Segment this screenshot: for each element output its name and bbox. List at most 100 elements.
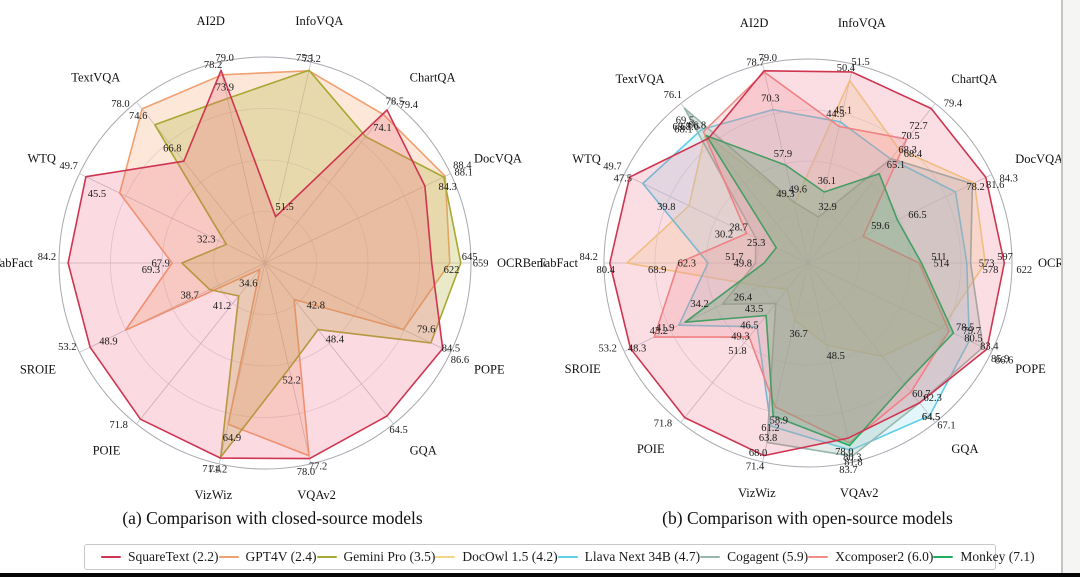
legend-line-swatch bbox=[218, 556, 239, 558]
axis-label-docvqa: DocVQA bbox=[474, 151, 522, 165]
value-label: 45.5 bbox=[88, 189, 106, 200]
value-label: 79.7 bbox=[963, 326, 981, 337]
value-label: 58.9 bbox=[770, 416, 788, 427]
axis-label-wtq: WTQ bbox=[572, 152, 600, 166]
axis-label-wtq: WTQ bbox=[28, 151, 56, 165]
axis-label-textvqa: TextVQA bbox=[71, 71, 120, 85]
value-label: 70.5 bbox=[901, 131, 919, 142]
value-label: 88.1 bbox=[454, 167, 472, 178]
legend-line-swatch bbox=[700, 556, 721, 558]
axis-label-ai2d: AI2D bbox=[196, 14, 224, 28]
value-label: 71.4 bbox=[202, 464, 221, 475]
axis-spoke bbox=[807, 103, 936, 264]
axis-label-vqav2: VQAv2 bbox=[840, 486, 879, 500]
value-label: 49.3 bbox=[776, 189, 794, 200]
axis-spoke bbox=[807, 262, 992, 352]
value-label: 38.7 bbox=[181, 290, 199, 301]
value-label: 48.3 bbox=[628, 344, 646, 355]
legend-line-swatch bbox=[933, 556, 954, 558]
value-label: 84.2 bbox=[38, 252, 56, 263]
value-label: 74.6 bbox=[129, 111, 147, 122]
value-label: 75.1 bbox=[296, 53, 314, 64]
legend-line-swatch bbox=[101, 556, 121, 558]
value-label: 52.2 bbox=[283, 376, 301, 387]
value-label: 78.5 bbox=[956, 323, 974, 334]
value-label: 49.3 bbox=[731, 332, 749, 343]
value-label: 44.5 bbox=[826, 109, 844, 120]
value-label: 61.2 bbox=[761, 423, 779, 434]
value-label: 66.8 bbox=[163, 143, 181, 154]
axis-label-chartqa: ChartQA bbox=[410, 71, 456, 85]
radar-svg: AI2DInfoVQAChartQADocVQAOCRBenchPOPEGQAV… bbox=[0, 14, 555, 502]
value-label: 78.0 bbox=[297, 467, 315, 478]
value-label: 47.5 bbox=[614, 174, 632, 185]
radar-svg: AI2DInfoVQAChartQADocVQAOCRBenchPOPEGQAV… bbox=[538, 16, 1080, 500]
value-label: 88.4 bbox=[453, 161, 472, 172]
series-polygon-squaretext bbox=[609, 70, 1006, 457]
axis-spoke bbox=[762, 64, 809, 264]
value-label: 84.3 bbox=[999, 174, 1017, 185]
legend-label: Llava Next 34B (4.7) bbox=[584, 549, 701, 564]
axis-spoke bbox=[264, 262, 312, 464]
page-bottom-edge bbox=[0, 573, 1080, 577]
value-label: 68.0 bbox=[749, 448, 767, 459]
axis-label-vizwiz: VizWiz bbox=[195, 488, 233, 502]
value-label: 59.6 bbox=[871, 221, 889, 232]
legend-label: DocOwl 1.5 (4.2) bbox=[462, 549, 558, 564]
axis-spoke bbox=[264, 262, 394, 425]
value-label: 84.3 bbox=[438, 182, 456, 193]
legend-item-xcomposer2: Xcomposer2 (6.0) bbox=[808, 549, 933, 565]
axis-label-pope: POPE bbox=[474, 363, 505, 377]
value-label: 573 bbox=[979, 259, 995, 270]
axis-label-chartqa: ChartQA bbox=[951, 72, 997, 86]
caption-open-source: (b) Comparison with open-source models bbox=[662, 508, 953, 528]
value-label: 68.8 bbox=[672, 122, 690, 133]
value-label: 578 bbox=[983, 265, 999, 276]
value-label: 34.6 bbox=[239, 278, 257, 289]
value-label: 83.4 bbox=[980, 341, 999, 352]
value-label: 57.9 bbox=[774, 149, 792, 160]
value-label: 76.1 bbox=[664, 90, 682, 101]
legend-label: Cogagent (5.9) bbox=[727, 549, 809, 564]
value-label: 49.7 bbox=[603, 162, 621, 173]
value-label: 80.5 bbox=[964, 334, 982, 345]
value-label: 43.2 bbox=[650, 326, 668, 337]
value-label: 46.5 bbox=[740, 320, 758, 331]
value-label: 66.8 bbox=[688, 120, 706, 131]
value-label: 74.1 bbox=[373, 123, 391, 134]
value-label: 32.9 bbox=[818, 202, 836, 213]
axis-label-gqa: GQA bbox=[951, 442, 978, 456]
value-label: 48.5 bbox=[827, 351, 845, 362]
value-label: 68.4 bbox=[904, 149, 923, 160]
axis-label-poie: POIE bbox=[637, 442, 665, 456]
value-label: 51.8 bbox=[728, 346, 746, 357]
value-label: 597 bbox=[997, 252, 1013, 263]
value-label: 53.2 bbox=[598, 343, 616, 354]
axis-label-infovqa: InfoVQA bbox=[838, 16, 886, 30]
axis-spoke bbox=[264, 262, 451, 353]
value-label: 28.7 bbox=[729, 222, 747, 233]
value-label: 49.7 bbox=[59, 161, 77, 172]
axis-spoke bbox=[79, 262, 266, 353]
value-label: 48.4 bbox=[326, 334, 345, 345]
legend-line-swatch bbox=[557, 556, 578, 558]
value-label: 81.8 bbox=[844, 457, 862, 468]
window-right-edge bbox=[1061, 0, 1063, 577]
value-label: 86.6 bbox=[451, 355, 469, 366]
legend: SquareText (2.2) GPT4V (2.4) Gemini Pro (3… bbox=[84, 544, 1035, 570]
value-label: 41.2 bbox=[213, 301, 231, 312]
value-label: 49.6 bbox=[789, 185, 807, 196]
value-label: 51.5 bbox=[851, 57, 869, 68]
value-label: 73.9 bbox=[216, 82, 234, 93]
value-label: 86.6 bbox=[995, 356, 1013, 367]
value-label: 78.2 bbox=[204, 60, 222, 71]
value-label: 83.7 bbox=[839, 465, 857, 476]
axis-spoke bbox=[807, 174, 992, 264]
value-label: 26.4 bbox=[734, 293, 753, 304]
value-label: 78.0 bbox=[835, 447, 853, 458]
radar-chart-open-source: AI2DInfoVQAChartQADocVQAOCRBenchPOPEGQAV… bbox=[538, 0, 1080, 505]
axis-label-textvqa: TextVQA bbox=[615, 72, 664, 86]
axis-spoke bbox=[807, 262, 854, 462]
legend-line-swatch bbox=[808, 556, 829, 558]
value-label: 30.2 bbox=[715, 230, 733, 241]
